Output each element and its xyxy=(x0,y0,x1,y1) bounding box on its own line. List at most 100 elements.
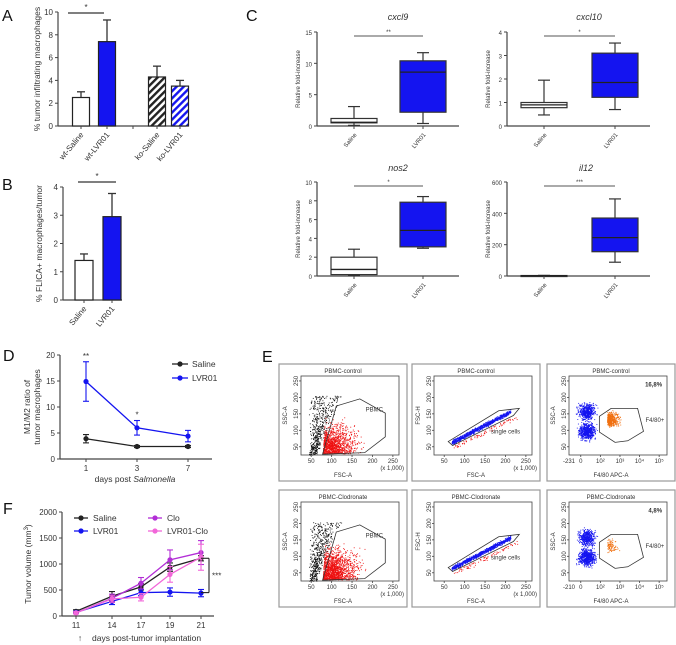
event-dot xyxy=(593,413,595,415)
event-dot xyxy=(587,425,589,427)
event-dot xyxy=(588,405,590,407)
event-dot xyxy=(491,428,493,430)
event-dot xyxy=(454,443,456,445)
event-dot xyxy=(459,438,461,440)
event-dot xyxy=(335,445,337,447)
event-dot xyxy=(619,417,621,418)
event-dot xyxy=(348,450,350,452)
y-axis-label: SSC-A xyxy=(551,406,557,424)
event-dot xyxy=(489,430,491,432)
event-dot xyxy=(326,448,328,450)
event-dot xyxy=(317,429,318,430)
event-dot xyxy=(314,437,316,439)
event-dot xyxy=(331,443,333,445)
event-dot xyxy=(335,438,337,440)
event-dot xyxy=(586,410,588,412)
event-dot xyxy=(333,452,335,454)
event-dot xyxy=(584,403,586,405)
event-dot xyxy=(342,444,344,446)
event-dot xyxy=(498,417,500,419)
event-dot xyxy=(347,444,348,445)
event-dot xyxy=(311,401,313,403)
event-dot xyxy=(515,417,517,419)
event-dot xyxy=(324,409,326,411)
event-dot xyxy=(322,532,324,534)
event-dot xyxy=(313,577,315,579)
event-dot xyxy=(347,445,349,446)
event-dot xyxy=(580,435,582,437)
event-dot xyxy=(312,448,314,449)
event-dot xyxy=(576,427,578,429)
event-dot xyxy=(503,423,505,425)
event-dot xyxy=(325,451,327,453)
event-dot xyxy=(327,524,329,525)
event-dot xyxy=(316,558,318,560)
y-tick-label: 1000 xyxy=(39,560,57,569)
event-dot xyxy=(334,447,335,449)
event-dot xyxy=(479,436,481,438)
event-dot xyxy=(310,446,312,448)
event-dot xyxy=(581,429,583,431)
event-dot xyxy=(619,416,621,418)
event-dot xyxy=(338,396,340,398)
event-dot xyxy=(580,431,582,433)
event-dot xyxy=(323,550,324,552)
event-dot xyxy=(332,438,334,440)
event-dot xyxy=(349,449,351,451)
event-dot xyxy=(472,432,474,434)
y-tick-label: 10 xyxy=(305,181,312,187)
event-dot xyxy=(312,560,314,562)
event-dot xyxy=(613,421,615,423)
event-dot xyxy=(319,414,321,416)
event-dot xyxy=(576,406,578,408)
event-dot xyxy=(325,438,327,440)
event-dot xyxy=(616,419,618,421)
event-dot xyxy=(340,446,341,448)
event-dot xyxy=(587,433,589,435)
event-dot xyxy=(465,435,467,437)
event-dot xyxy=(576,413,578,415)
event-dot xyxy=(324,446,326,448)
event-dot xyxy=(322,408,324,410)
event-dot xyxy=(486,425,488,427)
event-dot xyxy=(579,432,580,434)
event-dot xyxy=(486,431,487,433)
event-dot xyxy=(588,412,589,414)
event-dot xyxy=(328,450,330,451)
event-dot xyxy=(315,579,317,581)
event-dot xyxy=(588,428,590,430)
event-dot xyxy=(336,432,338,434)
event-dot xyxy=(319,532,321,534)
y-tick-label: 4 xyxy=(54,183,59,192)
event-dot xyxy=(583,412,585,414)
event-dot xyxy=(609,416,611,418)
event-dot xyxy=(579,433,581,435)
event-dot xyxy=(326,541,328,543)
event-dot xyxy=(339,525,341,527)
event-dot xyxy=(315,424,317,426)
event-dot xyxy=(311,447,313,449)
event-dot xyxy=(311,448,313,450)
event-dot xyxy=(325,432,327,434)
event-dot xyxy=(584,430,586,431)
event-dot xyxy=(613,419,615,421)
event-dot xyxy=(316,434,318,436)
event-dot xyxy=(339,430,341,432)
event-dot xyxy=(313,418,314,420)
event-dot xyxy=(592,413,594,415)
event-dot xyxy=(324,440,326,442)
event-dots xyxy=(575,402,622,443)
event-dot xyxy=(316,580,318,582)
event-dot xyxy=(500,415,502,416)
event-dot xyxy=(309,453,310,455)
event-dot xyxy=(316,398,317,400)
event-dot xyxy=(608,412,610,414)
event-dot xyxy=(504,413,506,415)
event-dot xyxy=(491,423,493,425)
event-dot xyxy=(588,406,590,408)
event-dot xyxy=(336,451,338,453)
event-dot xyxy=(333,447,334,449)
event-dot xyxy=(316,566,318,568)
event-dot xyxy=(353,451,355,453)
